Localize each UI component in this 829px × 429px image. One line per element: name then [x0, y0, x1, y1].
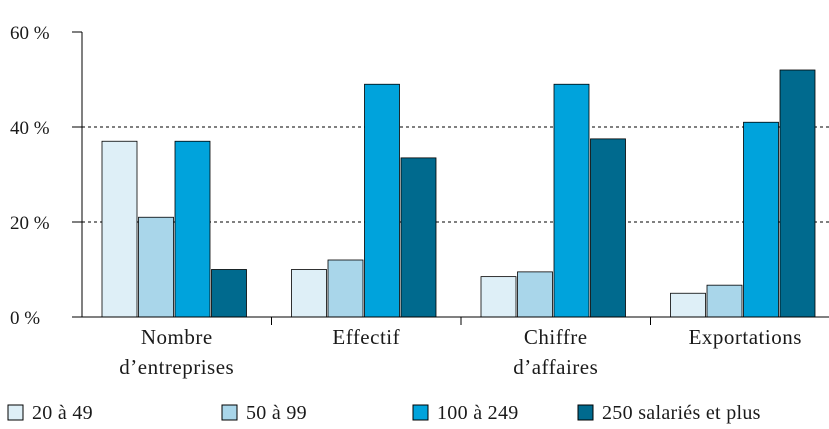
legend-label-2: 100 à 249 [437, 402, 519, 424]
legend-swatch-2 [412, 404, 429, 421]
y-tick-label-40: 40 % [10, 118, 50, 139]
category-label-2-line1: d’affaires [513, 355, 598, 379]
category-labels: Nombre d’entreprises Effectif Chiffre d’affa… [119, 325, 802, 379]
legend-label-0: 20 à 49 [32, 402, 93, 424]
axes [72, 31, 829, 325]
legend-swatch-1 [221, 404, 238, 421]
legend-swatch-0 [7, 404, 24, 421]
category-label-0-line0: Nombre [141, 325, 213, 349]
y-tick-labels: 0 % 20 % 40 % 60 % [10, 23, 50, 329]
bar-cat3-series1 [706, 284, 743, 318]
bar-cat1-series0 [291, 269, 327, 318]
bar-cat2-series3 [590, 138, 626, 318]
category-label-0-line1: d’entreprises [119, 355, 234, 379]
bar-cat2-series2 [553, 83, 590, 318]
bar-cat2-series1 [517, 271, 553, 318]
bar-cat0-series0 [101, 140, 138, 318]
category-label-1-line0: Effectif [332, 325, 400, 349]
bars [101, 69, 816, 318]
y-tick-label-60: 60 % [10, 23, 50, 44]
bar-cat0-series3 [211, 269, 247, 318]
y-tick-label-0: 0 % [10, 308, 40, 329]
legend-label-3: 250 salariés et plus [602, 402, 761, 424]
bar-cat0-series1 [138, 216, 174, 318]
category-label-3-line0: Exportations [689, 325, 802, 349]
bar-cat3-series2 [743, 121, 779, 318]
bar-cat2-series0 [480, 276, 517, 318]
legend-swatch-3 [577, 404, 594, 421]
bar-cat3-series3 [779, 69, 816, 318]
bar-cat1-series2 [364, 83, 400, 318]
legend-label-1: 50 à 99 [246, 402, 307, 424]
bar-cat3-series0 [670, 292, 706, 318]
bar-cat0-series2 [174, 140, 211, 318]
legend: 20 à 49 50 à 99 100 à 249 250 salariés et p… [7, 402, 761, 424]
y-tick-label-20: 20 % [10, 213, 50, 234]
category-label-2-line0: Chiffre [524, 325, 588, 349]
bar-cat1-series1 [327, 259, 364, 318]
bar-cat1-series3 [400, 157, 437, 318]
grid-lines [82, 126, 829, 223]
